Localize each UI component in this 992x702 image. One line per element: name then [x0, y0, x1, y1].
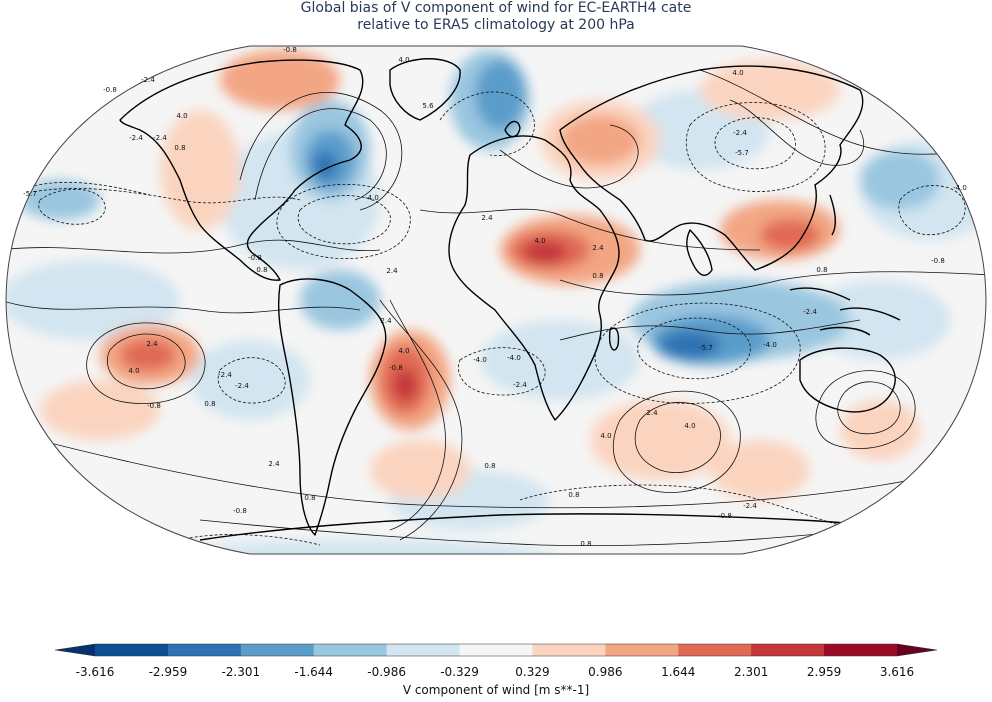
contour-label: -2.4 [803, 308, 817, 316]
uk-outline [504, 120, 521, 138]
contour-label: -2.4 [153, 134, 167, 142]
colorbar-segment [167, 644, 242, 656]
colorbar-segments [54, 643, 938, 657]
contour-label: 2.4 [386, 267, 398, 275]
colorbar-tick-label: -0.329 [440, 665, 479, 679]
contour-label: 0.8 [592, 272, 603, 280]
globe-outline [5, 45, 987, 555]
contour-label: 5.6 [422, 102, 434, 110]
contour-label: -4.0 [953, 184, 967, 192]
south-america-outline [277, 278, 387, 536]
contour-label: 0.8 [304, 494, 315, 502]
colorbar-tick-label: 2.959 [806, 665, 842, 679]
contour-label: 2.4 [592, 244, 604, 252]
contour-label: -0.8 [931, 257, 945, 265]
southeast-asia-islands [789, 287, 901, 336]
title-line-2: relative to ERA5 climatology at 200 hPa [357, 17, 635, 33]
contour-label: 0.8 [568, 491, 579, 499]
colorbar-tick-label: 0.986 [588, 665, 623, 679]
australia-outline [799, 347, 896, 413]
contour-label: -5.7 [23, 190, 37, 198]
contour-label: -4.0 [763, 341, 777, 349]
japan-outline [829, 194, 837, 236]
colorbar-tick-label: -3.616 [75, 665, 115, 679]
colorbar-over-arrow [897, 644, 937, 656]
north-america-outline [119, 59, 364, 281]
colorbar-tick-label: -2.301 [221, 665, 261, 679]
colorbar-under-arrow [55, 644, 95, 656]
contour-label: 4.0 [684, 422, 695, 430]
contour-label: -2.4 [733, 129, 747, 137]
colorbar-segment [240, 644, 315, 656]
colorbar-segment [751, 644, 825, 656]
colorbar-segment [313, 644, 388, 656]
title-line-1: Global bias of V component of wind for E… [300, 0, 692, 16]
contour-label: -2.4 [141, 76, 155, 84]
colorbar-tick-label: 0.329 [515, 665, 550, 679]
colorbar-tick-label: 1.644 [661, 665, 696, 679]
contour-label: 2.4 [380, 317, 392, 325]
colorbar-segment [459, 644, 533, 656]
contour-label: 2.4 [481, 214, 493, 222]
contour-label: -2.4 [129, 134, 143, 142]
contour-label: -2.4 [743, 502, 757, 510]
contour-label: 4.0 [128, 367, 139, 375]
contour-label: -2.4 [235, 382, 249, 390]
contour-label: -0.8 [103, 86, 117, 94]
contour-label: -4.0 [473, 356, 487, 364]
contour-label: -0.8 [283, 46, 297, 54]
madagascar-outline [608, 327, 620, 351]
contour-label: -0.8 [389, 364, 403, 372]
contour-label: 0.8 [204, 400, 215, 408]
contour-label: 0.8 [580, 540, 591, 548]
colorbar-tick-label: 2.301 [733, 665, 769, 679]
negative-contour-lines [6, 91, 966, 546]
colorbar-segment [386, 644, 461, 656]
contour-label: -2.4 [513, 381, 527, 389]
contour-label: 4.0 [600, 432, 611, 440]
contour-label: -0.8 [147, 402, 161, 410]
colorbar-label: V component of wind [m s**-1] [402, 683, 590, 697]
contour-label: 0.8 [816, 266, 827, 274]
europe-africa-outline [448, 135, 620, 421]
robinson-map: -0.8 -2.4 -0.8 4.0 5.6 -2.4 0.8 4.0 -2.4 -5.7 -4.0… [5, 45, 987, 555]
contour-label: 0.8 [256, 266, 267, 274]
contour-label: 4.0 [176, 112, 187, 120]
contour-label: -5.7 [699, 344, 713, 352]
colorbar-segment [95, 644, 169, 656]
contour-label: 4.0 [398, 56, 409, 64]
colorbar-tick-label: -0.986 [367, 665, 406, 679]
colorbar-segment [824, 644, 898, 656]
colorbar-segment [532, 644, 606, 656]
colorbar-tick-label: 3.616 [879, 665, 915, 679]
contour-label: -5.7 [735, 149, 749, 157]
contour-label: 4.0 [534, 237, 545, 245]
colorbar-tick-label: -2.959 [148, 665, 188, 679]
contour-label: 4.0 [732, 69, 743, 77]
contour-label: 2.4 [646, 409, 658, 417]
contour-label: -4.0 [365, 194, 379, 202]
contour-label: 4.0 [398, 347, 409, 355]
contour-label: 2.4 [268, 460, 280, 468]
colorbar-segment [605, 644, 679, 656]
contour-label: -0.8 [718, 512, 732, 520]
colorbar-tick-label: -1.644 [294, 665, 334, 679]
india-outline [686, 229, 713, 276]
colorbar-segment [678, 644, 752, 656]
greenland-outline [389, 58, 461, 121]
contour-label: -2.4 [218, 371, 232, 379]
contour-label: 0.8 [174, 144, 185, 152]
contour-label: -0.8 [233, 507, 247, 515]
map-title: Global bias of V component of wind for E… [0, 0, 992, 34]
asia-outline [559, 65, 864, 271]
contour-lines [6, 69, 986, 547]
colorbar-outline [54, 643, 938, 657]
contour-label: -4.0 [507, 354, 521, 362]
contour-label: 0.8 [484, 462, 495, 470]
contour-label: -0.8 [248, 254, 262, 262]
contour-label: 2.4 [146, 340, 158, 348]
contour-label-layer: -0.8 -2.4 -0.8 4.0 5.6 -2.4 0.8 4.0 -2.4 -5.7 -4.0… [23, 46, 967, 548]
